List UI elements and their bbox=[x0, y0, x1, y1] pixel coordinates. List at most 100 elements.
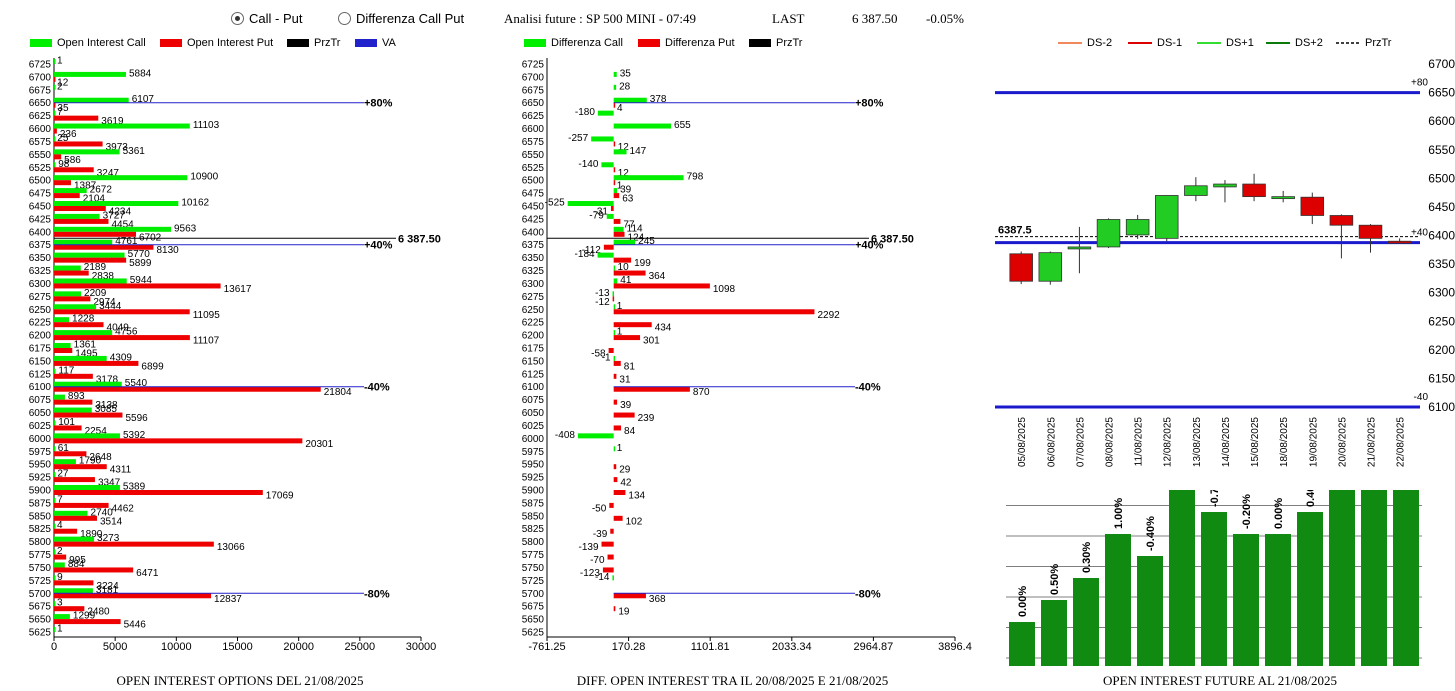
put-value-label: 3347 bbox=[98, 478, 121, 489]
legend-label: Open Interest Call bbox=[57, 37, 146, 49]
call-bar bbox=[54, 407, 92, 413]
strike-tick-label: 6400 bbox=[29, 227, 52, 238]
call-bar bbox=[54, 265, 81, 271]
put-value-label: 17069 bbox=[266, 491, 294, 502]
put-bar bbox=[54, 231, 136, 237]
legend-swatch bbox=[638, 39, 660, 47]
strike-tick-label: 6425 bbox=[522, 214, 545, 225]
oi-bar bbox=[1329, 490, 1355, 666]
price-label: 6387.5 bbox=[998, 225, 1032, 237]
call-bar bbox=[606, 213, 614, 219]
call-bar bbox=[54, 588, 93, 594]
call-bar bbox=[54, 175, 188, 181]
x-tick-label: 20000 bbox=[283, 641, 314, 653]
strike-tick-label: 6525 bbox=[522, 163, 545, 174]
date-tick-label: 18/08/2025 bbox=[1279, 417, 1290, 467]
put-bar bbox=[609, 502, 614, 508]
call-value-label: 4 bbox=[57, 520, 63, 531]
call-value-label: 884 bbox=[68, 559, 85, 570]
strike-tick-label: 6250 bbox=[522, 305, 545, 316]
put-bar bbox=[54, 412, 123, 418]
strike-tick-label: 6700 bbox=[522, 72, 545, 83]
call-value-label: 98 bbox=[58, 159, 70, 170]
call-value-label: 5944 bbox=[130, 275, 153, 286]
strike-tick-label: 5825 bbox=[29, 524, 52, 535]
oi-bar-label: 0.30% bbox=[1081, 542, 1093, 573]
put-value-label: 4234 bbox=[109, 207, 132, 218]
put-value-label: 63 bbox=[622, 194, 634, 205]
strike-tick-label: 5925 bbox=[522, 473, 545, 484]
put-value-label: -58 bbox=[591, 349, 606, 360]
legend-swatch bbox=[749, 39, 771, 47]
level-label: +40% bbox=[364, 240, 393, 252]
strike-tick-label: 6050 bbox=[522, 408, 545, 419]
put-value-label: 3138 bbox=[95, 400, 118, 411]
strike-tick-label: 6400 bbox=[522, 227, 545, 238]
call-bar bbox=[54, 485, 120, 490]
radio-diff-call-put[interactable]: Differenza Call Put bbox=[338, 11, 464, 26]
call-value-label: 5540 bbox=[125, 378, 148, 389]
put-value-label: 870 bbox=[693, 387, 710, 398]
strike-tick-label: 5650 bbox=[29, 615, 52, 626]
put-bar bbox=[54, 541, 214, 547]
oi-bar bbox=[1009, 622, 1035, 666]
put-value-label: 2838 bbox=[92, 271, 115, 282]
strike-tick-label: 5800 bbox=[29, 537, 52, 548]
oi-bar bbox=[1265, 534, 1291, 666]
strike-tick-label: 6450 bbox=[522, 202, 545, 213]
put-bar bbox=[613, 283, 710, 289]
strike-tick-label: 5650 bbox=[522, 615, 545, 626]
candle-up bbox=[1067, 246, 1092, 250]
put-value-label: 995 bbox=[69, 555, 86, 566]
put-bar bbox=[54, 554, 67, 560]
call-value-label: 117 bbox=[58, 365, 74, 376]
call-value-label: 5884 bbox=[129, 68, 152, 79]
strike-tick-label: 5725 bbox=[29, 576, 52, 587]
change-value: -0.05% bbox=[926, 11, 964, 26]
oi-bar-label: 0.40% bbox=[1305, 490, 1317, 507]
date-tick-label: 21/08/2025 bbox=[1367, 417, 1378, 467]
call-value-label: -257 bbox=[568, 133, 588, 144]
call-value-label: 4756 bbox=[115, 327, 138, 338]
put-bar bbox=[613, 464, 617, 470]
put-bar bbox=[613, 412, 635, 418]
x-tick-label: 15000 bbox=[222, 641, 253, 653]
call-value-label: 1 bbox=[617, 327, 623, 338]
date-tick-label: 07/08/2025 bbox=[1075, 417, 1086, 467]
call-value-label: -184 bbox=[575, 249, 595, 260]
level-label: +80 bbox=[1411, 78, 1428, 89]
put-value-label: 12 bbox=[618, 168, 630, 179]
strike-tick-label: 6600 bbox=[29, 124, 52, 135]
oi-bar bbox=[1201, 512, 1227, 666]
put-bar bbox=[54, 128, 57, 134]
date-tick-label: 15/08/2025 bbox=[1250, 417, 1261, 467]
strike-tick-label: 6725 bbox=[522, 60, 545, 71]
y-tick-label: 6300 bbox=[1428, 286, 1455, 300]
put-bar bbox=[613, 399, 618, 405]
call-value-label: 61 bbox=[58, 443, 70, 454]
strike-tick-label: 5950 bbox=[29, 460, 52, 471]
put-value-label: 6899 bbox=[141, 361, 164, 372]
x-tick-label: 30000 bbox=[406, 641, 437, 653]
date-tick-label: 22/08/2025 bbox=[1396, 417, 1407, 467]
strike-tick-label: 6150 bbox=[522, 356, 545, 367]
put-value-label: 42 bbox=[620, 478, 632, 489]
legend-ds+1: DS+1 bbox=[1197, 37, 1254, 49]
x-tick-label: 10000 bbox=[161, 641, 192, 653]
legend-label: Differenza Call bbox=[551, 37, 623, 49]
put-value-label: 21804 bbox=[324, 387, 352, 398]
call-bar bbox=[597, 252, 614, 258]
put-value-label: 13066 bbox=[217, 542, 245, 553]
put-value-label: 1098 bbox=[713, 284, 736, 295]
put-value-label: -70 bbox=[590, 555, 605, 566]
put-value-label: 2480 bbox=[87, 607, 110, 618]
call-value-label: 2189 bbox=[84, 262, 107, 273]
call-value-label: 27 bbox=[57, 469, 69, 480]
legend-swatch bbox=[287, 39, 309, 47]
strike-tick-label: 6325 bbox=[29, 266, 52, 277]
put-bar bbox=[613, 606, 616, 612]
call-value-label: -14 bbox=[595, 572, 610, 583]
radio-call-put[interactable]: Call - Put bbox=[231, 11, 302, 26]
strike-tick-label: 6200 bbox=[522, 331, 545, 342]
put-value-label: 35 bbox=[57, 103, 69, 114]
